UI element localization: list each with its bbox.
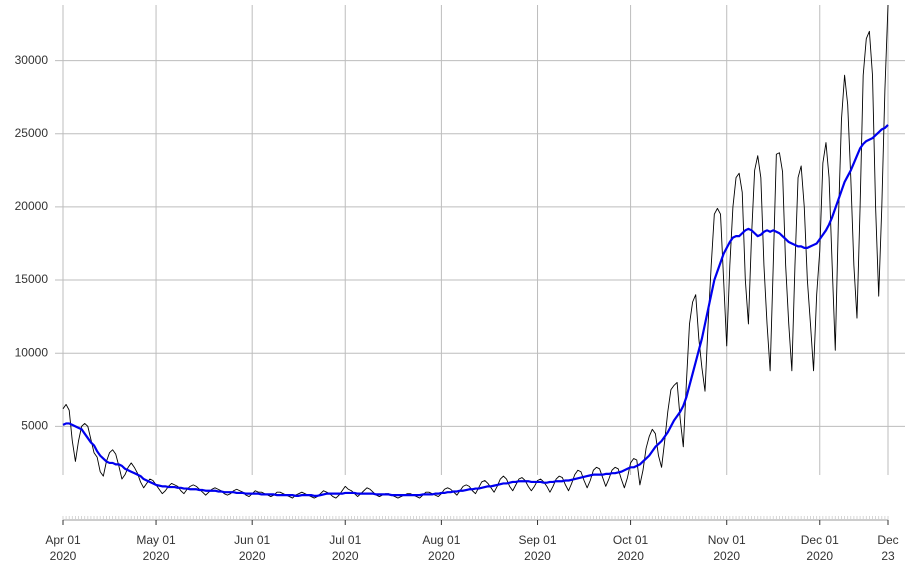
x-tick-label: Dec 23 2020 — [877, 533, 899, 563]
x-tick-label: Oct 01 2020 — [612, 533, 649, 563]
y-tick-label: 25000 — [15, 126, 49, 140]
x-tick-label: Jul 01 2020 — [329, 533, 362, 563]
y-tick-label: 30000 — [15, 53, 49, 67]
x-tick-label: May 01 2020 — [136, 533, 176, 563]
y-tick-label: 20000 — [15, 199, 49, 213]
x-tick-label: Apr 01 2020 — [45, 533, 81, 563]
series-line — [62, 4, 889, 499]
x-tick-label: Aug 01 2020 — [422, 533, 461, 563]
y-tick-label: 5000 — [21, 419, 48, 433]
x-tick-label: Sep 01 2020 — [518, 533, 557, 563]
y-tick-label: 15000 — [15, 272, 49, 286]
y-tick-label: 10000 — [15, 345, 49, 359]
x-tick-label: Dec 01 2020 — [800, 533, 839, 563]
series-line — [62, 124, 889, 497]
x-tick-label: Jun 01 2020 — [234, 533, 271, 563]
x-tick-label: Nov 01 2020 — [707, 533, 746, 563]
